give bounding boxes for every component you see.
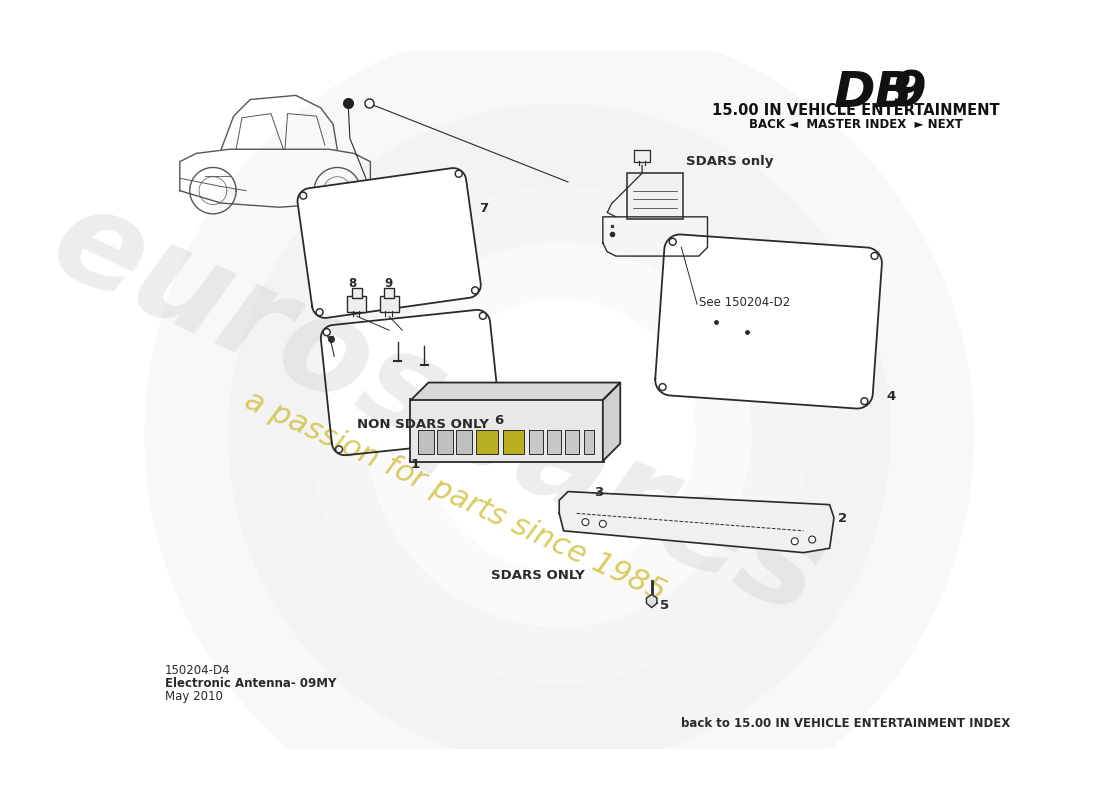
Bar: [456, 430, 472, 454]
Text: 4: 4: [887, 390, 895, 403]
Bar: [476, 430, 498, 454]
Text: 1: 1: [411, 458, 420, 471]
Circle shape: [808, 536, 816, 543]
Text: Electronic Antenna- 09MY: Electronic Antenna- 09MY: [165, 678, 337, 690]
Circle shape: [336, 446, 342, 453]
Bar: [503, 430, 525, 454]
Polygon shape: [559, 491, 834, 553]
FancyBboxPatch shape: [352, 288, 362, 298]
FancyBboxPatch shape: [348, 296, 366, 312]
Circle shape: [791, 538, 799, 545]
Circle shape: [582, 518, 588, 526]
Text: 9: 9: [892, 69, 927, 117]
Text: SDARS ONLY: SDARS ONLY: [491, 569, 584, 582]
Circle shape: [480, 312, 486, 319]
Text: 15.00 IN VEHICLE ENTERTAINMENT: 15.00 IN VEHICLE ENTERTAINMENT: [712, 103, 1000, 118]
FancyBboxPatch shape: [379, 296, 398, 312]
FancyBboxPatch shape: [635, 150, 650, 162]
Text: 150204-D4: 150204-D4: [165, 664, 231, 678]
Bar: [565, 430, 580, 454]
Text: 9: 9: [385, 277, 393, 290]
Circle shape: [871, 253, 878, 259]
Text: NON SDARS ONLY: NON SDARS ONLY: [356, 418, 488, 431]
Text: 2: 2: [838, 512, 847, 525]
Circle shape: [669, 238, 676, 246]
Text: DB: DB: [834, 69, 914, 117]
Text: See 150204-D2: See 150204-D2: [698, 296, 790, 309]
Circle shape: [659, 384, 666, 390]
Text: SDARS only: SDARS only: [685, 154, 773, 167]
Circle shape: [316, 309, 323, 316]
Circle shape: [299, 192, 307, 199]
Text: back to 15.00 IN VEHICLE ENTERTAINMENT INDEX: back to 15.00 IN VEHICLE ENTERTAINMENT I…: [681, 717, 1011, 730]
Circle shape: [861, 398, 868, 405]
Bar: [584, 430, 594, 454]
Circle shape: [323, 329, 330, 336]
Circle shape: [492, 430, 498, 436]
Text: 6: 6: [494, 414, 503, 427]
Circle shape: [455, 170, 462, 178]
Bar: [529, 430, 542, 454]
Bar: [547, 430, 561, 454]
Circle shape: [472, 287, 478, 294]
Circle shape: [600, 520, 606, 527]
Polygon shape: [603, 382, 620, 461]
Text: May 2010: May 2010: [165, 690, 223, 703]
Text: 8: 8: [348, 277, 356, 290]
Text: a passion for parts since 1985: a passion for parts since 1985: [240, 386, 670, 606]
Bar: [418, 430, 433, 454]
Text: BACK ◄  MASTER INDEX  ► NEXT: BACK ◄ MASTER INDEX ► NEXT: [749, 118, 962, 131]
Text: 7: 7: [478, 202, 488, 215]
Text: eurospares: eurospares: [32, 174, 843, 642]
FancyBboxPatch shape: [410, 399, 604, 462]
Polygon shape: [321, 310, 502, 455]
FancyBboxPatch shape: [627, 174, 683, 218]
Text: 3: 3: [594, 486, 604, 499]
FancyBboxPatch shape: [384, 288, 394, 298]
Polygon shape: [297, 168, 481, 318]
Polygon shape: [656, 234, 882, 409]
Polygon shape: [647, 594, 657, 607]
Text: 5: 5: [660, 599, 670, 612]
Polygon shape: [411, 382, 620, 400]
Bar: [437, 430, 453, 454]
